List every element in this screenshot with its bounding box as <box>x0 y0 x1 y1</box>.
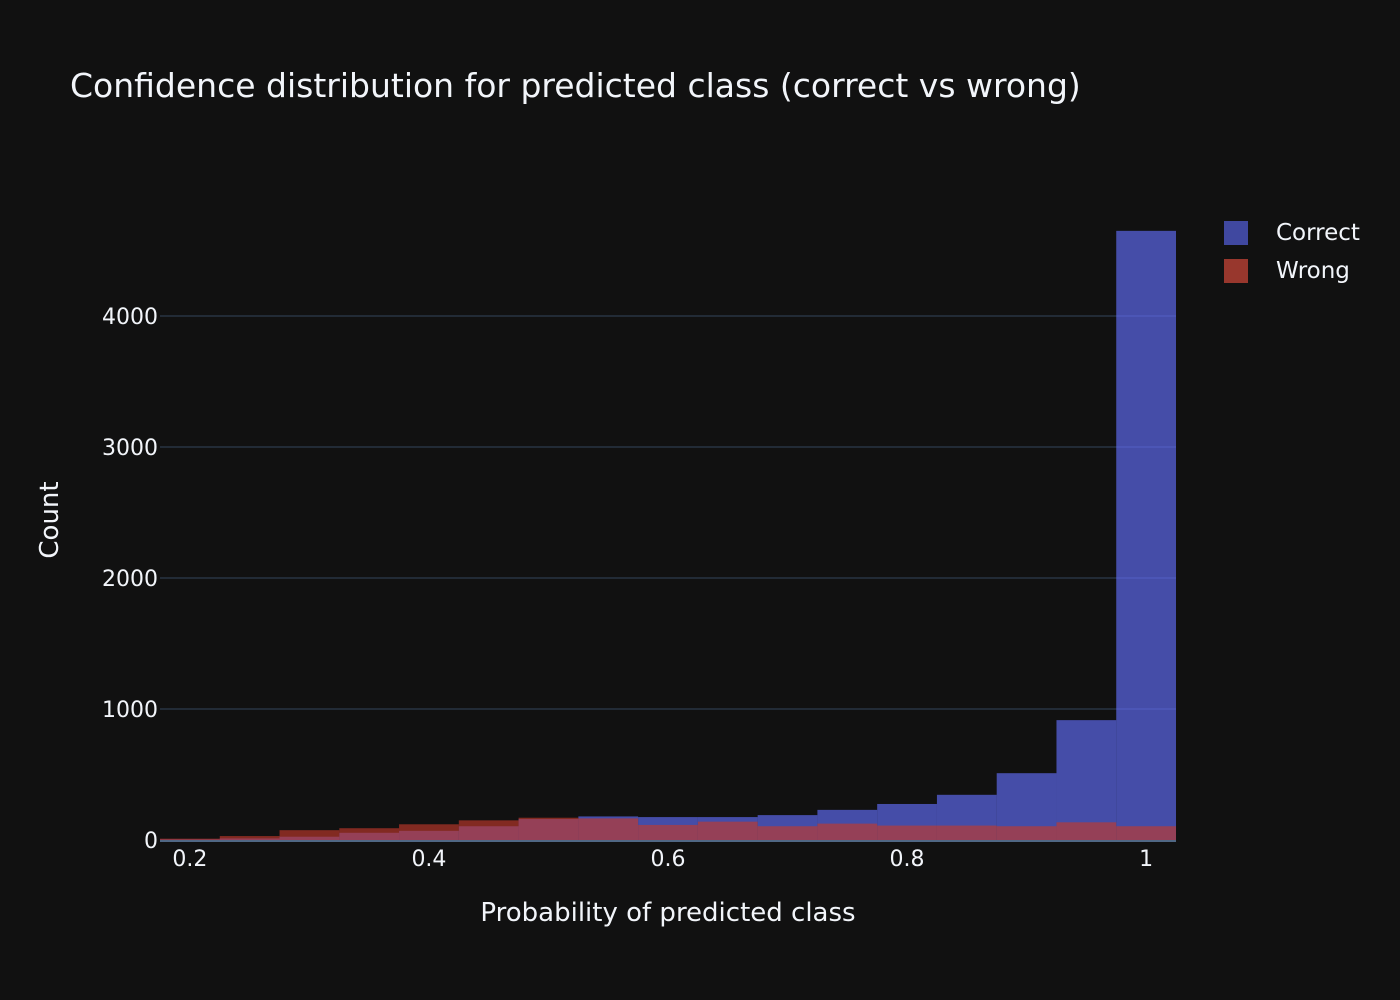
y-axis-label: Count <box>35 481 65 558</box>
series-correct-bars <box>160 230 1176 841</box>
histogram-bar[interactable] <box>697 821 758 840</box>
histogram-bar[interactable] <box>1116 230 1176 841</box>
x-tick-label: 0.6 <box>651 847 686 872</box>
histogram-bar[interactable] <box>996 826 1057 840</box>
y-tick-label: 2000 <box>102 567 158 592</box>
histogram-bar[interactable] <box>399 824 459 840</box>
histogram-bar[interactable] <box>757 826 818 840</box>
histogram-bar[interactable] <box>578 818 639 840</box>
y-tick-label: 1000 <box>102 698 158 723</box>
y-axis-ticks: 0 1000 2000 3000 4000 <box>102 305 158 854</box>
legend-swatch-correct <box>1224 221 1248 245</box>
histogram-bar[interactable] <box>1056 822 1117 840</box>
chart-title: Confidence distribution for predicted cl… <box>70 66 1081 105</box>
histogram-bar[interactable] <box>518 817 579 840</box>
x-tick-label: 0.8 <box>890 847 925 872</box>
x-axis-label: Probability of predicted class <box>480 898 855 928</box>
legend-item-correct[interactable]: Correct <box>1224 214 1360 252</box>
y-tick-label: 4000 <box>102 305 158 330</box>
x-tick-label: 0.2 <box>172 847 207 872</box>
histogram-bar[interactable] <box>339 828 400 840</box>
x-axis-ticks: 0.2 0.4 0.6 0.8 1 <box>172 847 1153 872</box>
gridlines <box>160 315 1176 842</box>
histogram-bar[interactable] <box>458 820 519 840</box>
histogram-bar[interactable] <box>817 823 878 840</box>
legend: Correct Wrong <box>1224 214 1360 290</box>
legend-swatch-wrong <box>1224 259 1248 283</box>
histogram-bar[interactable] <box>1116 826 1176 840</box>
legend-item-wrong[interactable]: Wrong <box>1224 252 1360 290</box>
histogram-bar[interactable] <box>160 838 220 840</box>
x-tick-label: 0.4 <box>411 847 446 872</box>
histogram-bar[interactable] <box>219 836 280 840</box>
histogram-bar[interactable] <box>1056 720 1117 840</box>
x-tick-label: 1 <box>1139 847 1153 872</box>
legend-label-correct: Correct <box>1276 220 1360 246</box>
histogram-bar[interactable] <box>936 825 997 840</box>
y-tick-label: 3000 <box>102 436 158 461</box>
y-tick-label: 0 <box>144 829 158 854</box>
histogram-bar[interactable] <box>279 830 340 840</box>
histogram-bar[interactable] <box>638 824 698 840</box>
legend-label-wrong: Wrong <box>1276 258 1350 284</box>
histogram-bar[interactable] <box>877 825 937 840</box>
series-wrong-bars <box>160 817 1176 840</box>
